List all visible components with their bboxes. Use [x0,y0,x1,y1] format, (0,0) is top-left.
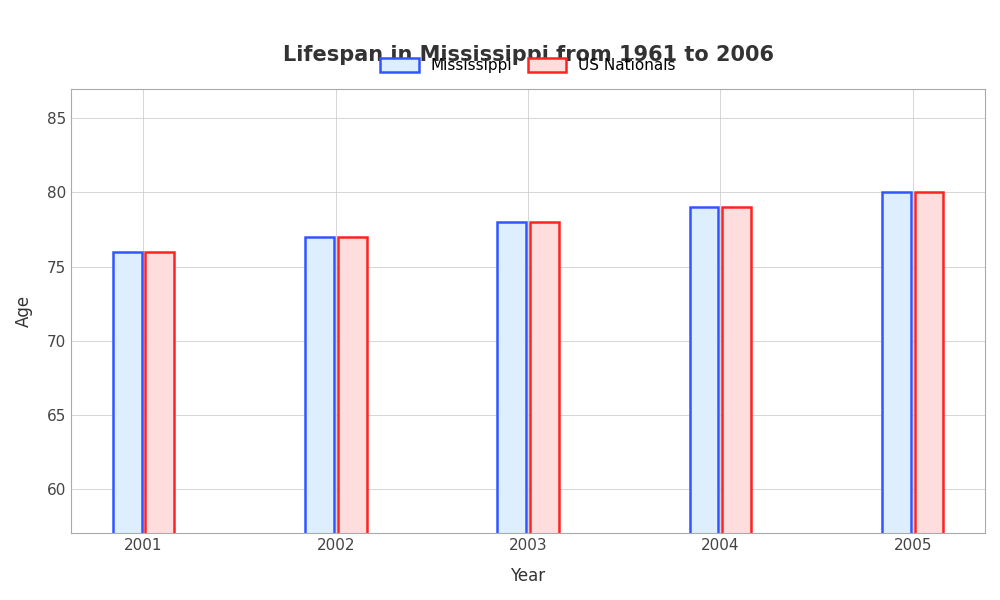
Bar [497,222,526,600]
Bar [305,237,334,600]
Bar [690,208,718,600]
Bar [145,252,174,600]
Legend: Mississippi, US Nationals: Mississippi, US Nationals [374,52,682,79]
Bar [915,193,943,600]
X-axis label: Year: Year [511,567,546,585]
Title: Lifespan in Mississippi from 1961 to 2006: Lifespan in Mississippi from 1961 to 200… [283,45,774,65]
Bar [882,193,911,600]
Y-axis label: Age: Age [15,295,33,327]
Bar [530,222,559,600]
Bar [722,208,751,600]
Bar [113,252,142,600]
Bar [338,237,367,600]
